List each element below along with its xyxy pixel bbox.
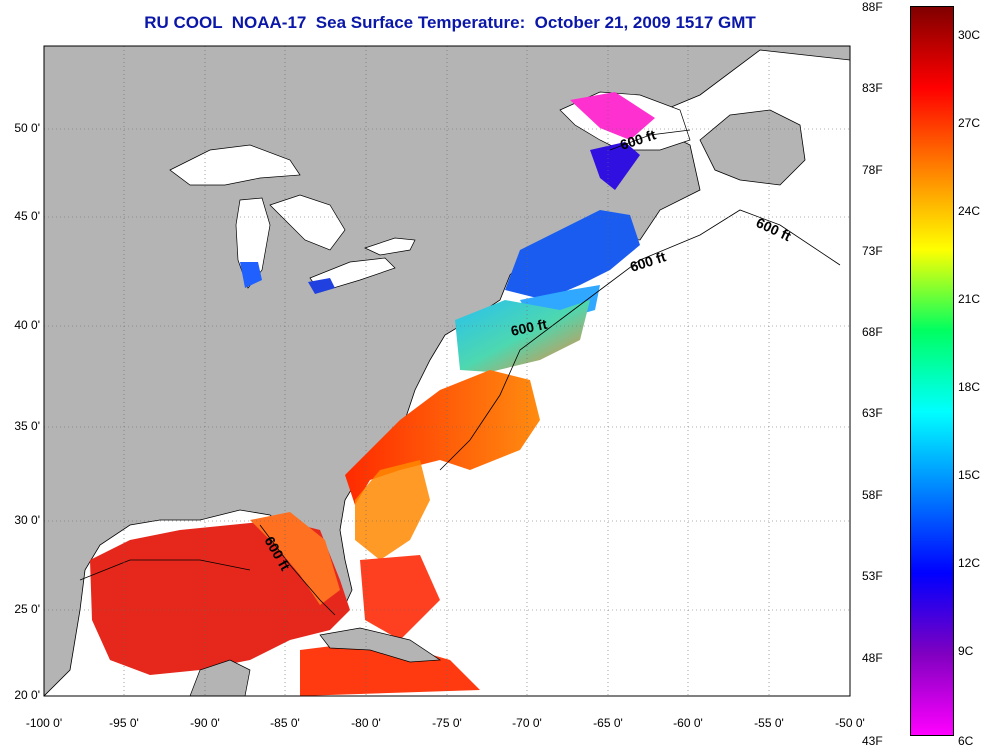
colorbar-c-18: 18C (958, 380, 981, 394)
scotian-shelf-sst (505, 210, 640, 300)
colorbar-c-27: 27C (958, 116, 981, 130)
colorbar-f-43: 43F (862, 734, 883, 748)
lon-tick-60: -60 0' (673, 716, 703, 730)
sab-warm (355, 460, 430, 560)
temperature-colorbar (910, 6, 954, 736)
lat-tick-35: 35 0' (14, 419, 40, 433)
colorbar-c-12: 12C (958, 556, 981, 570)
colorbar-f-58: 58F (862, 488, 883, 502)
lon-tick-90: -90 0' (190, 716, 220, 730)
lat-tick-20: 20 0' (14, 688, 40, 702)
colorbar-c-30: 30C (958, 28, 981, 42)
colorbar-c-6: 6C (958, 734, 974, 748)
colorbar-f-78: 78F (862, 163, 883, 177)
bahamas-sst (360, 555, 440, 640)
map-frame (43, 45, 851, 697)
caribbean-sst (300, 640, 480, 696)
lon-tick-55: -55 0' (754, 716, 784, 730)
st-lawrence-sst (570, 92, 655, 140)
colorbar-c-9: 9C (958, 644, 974, 658)
colorbar-f-48: 48F (862, 651, 883, 665)
colorbar-c-24: 24C (958, 204, 981, 218)
isobath-600ft (79, 129, 841, 616)
lon-tick-65: -65 0' (593, 716, 623, 730)
lon-tick-100: -100 0' (25, 716, 63, 730)
lon-tick-50: -50 0' (835, 716, 865, 730)
lat-tick-50: 50 0' (14, 121, 40, 135)
colorbar-c-15: 15C (958, 468, 981, 482)
graticule (44, 46, 850, 696)
land-newfoundland (699, 109, 806, 186)
loop-current-sst (250, 512, 340, 605)
colorbar-f-68: 68F (862, 325, 883, 339)
colorbar-f-83: 83F (862, 81, 883, 95)
lon-tick-95: -95 0' (109, 716, 139, 730)
mid-atlantic-sst (455, 300, 590, 372)
lat-tick-40: 40 0' (14, 318, 40, 332)
colorbar-c-21: 21C (958, 292, 981, 306)
colorbar-f-73: 73F (862, 244, 883, 258)
colorbar-f-88: 88F (862, 0, 883, 14)
lon-tick-75: -75 0' (432, 716, 462, 730)
map-title: RU COOL NOAA-17 Sea Surface Temperature:… (144, 13, 756, 32)
isobath-label-4: 600 ft (509, 316, 548, 339)
lon-tick-80: -80 0' (351, 716, 381, 730)
colorbar-f-63: 63F (862, 406, 883, 420)
lat-tick-45: 45 0' (14, 209, 40, 223)
colorbar-f-53: 53F (862, 569, 883, 583)
lake-erie-sst (308, 278, 335, 294)
lon-tick-85: -85 0' (270, 716, 300, 730)
lake-michigan-sst (240, 262, 262, 288)
lon-tick-70: -70 0' (512, 716, 542, 730)
cuba (319, 627, 442, 663)
lat-tick-25: 25 0' (14, 602, 40, 616)
lat-tick-30: 30 0' (14, 513, 40, 527)
st-lawrence-cold (590, 142, 640, 190)
